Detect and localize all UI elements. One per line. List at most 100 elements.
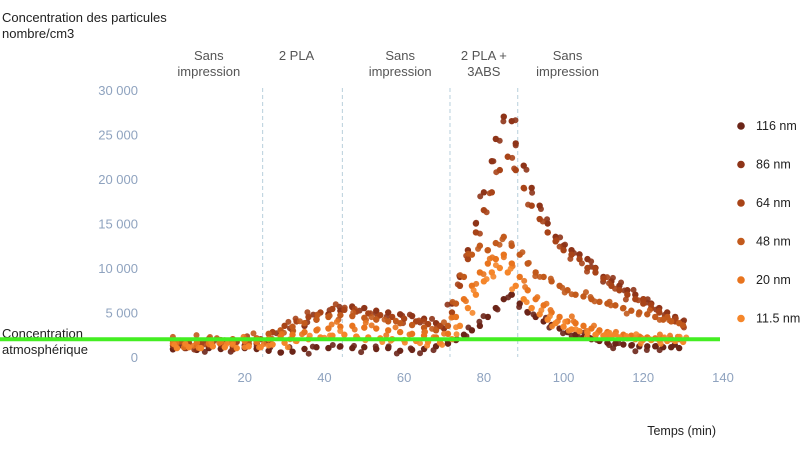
point-jitter-4-20 (406, 331, 413, 338)
point-jitter-0-45 (615, 340, 622, 347)
point-3-17 (373, 316, 380, 323)
x-axis-title: Temps (min) (647, 424, 716, 438)
x-tick-label-2: 60 (397, 370, 411, 385)
point-2-9 (281, 322, 288, 330)
point-jitter-3-2 (193, 332, 200, 339)
y-axis-title: Concentration des particules nombre/cm3 (2, 10, 167, 42)
point-jitter-5-4 (223, 340, 230, 347)
point-jitter-2-35 (544, 229, 551, 236)
point-jitter-4-11 (299, 331, 306, 338)
point-jitter-0-9 (278, 349, 285, 356)
point-jitter-1-54 (681, 317, 688, 324)
point-jitter-1-34 (523, 166, 530, 173)
point-jitter-4-14 (333, 318, 340, 325)
point-0-16 (361, 344, 368, 351)
point-2-23 (448, 309, 456, 316)
point-jitter-4-39 (570, 318, 577, 325)
point-jitter-2-20 (415, 317, 422, 324)
point-2-45 (624, 291, 631, 298)
phase-label-2-0: Sans (385, 48, 415, 63)
point-jitter-0-17 (372, 343, 379, 350)
point-jitter-2-29 (493, 169, 500, 176)
point-jitter-4-30 (500, 254, 507, 261)
point-jitter-4-24 (448, 314, 455, 321)
point-jitter-4-13 (328, 321, 335, 328)
y-axis-title-line-2: nombre/cm3 (2, 26, 75, 41)
point-jitter-5-43 (606, 329, 613, 336)
y-tick-label-5: 25 000 (98, 128, 138, 143)
point-0-10 (289, 348, 296, 355)
point-jitter-0-22 (430, 347, 437, 354)
point-jitter-3-23 (440, 319, 447, 326)
point-jitter-5-21 (424, 342, 431, 349)
point-jitter-2-42 (604, 274, 611, 281)
point-jitter-2-14 (341, 304, 348, 311)
point-jitter-5-30 (507, 265, 514, 272)
point-jitter-2-21 (421, 318, 428, 325)
point-jitter-4-17 (368, 322, 375, 329)
point-jitter-5-39 (572, 326, 579, 333)
point-jitter-1-32 (512, 117, 519, 124)
point-jitter-3-7 (250, 330, 257, 337)
point-jitter-1-24 (444, 301, 451, 308)
legend-marker-0 (737, 122, 745, 130)
point-jitter-1-31 (500, 118, 507, 125)
point-jitter-3-31 (508, 240, 515, 247)
point-jitter-0-33 (524, 308, 531, 315)
point-jitter-5-41 (592, 331, 599, 338)
point-jitter-0-31 (508, 291, 515, 298)
point-jitter-3-36 (547, 275, 554, 282)
point-jitter-0-18 (385, 343, 392, 350)
point-3-46 (628, 307, 635, 314)
point-jitter-2-49 (656, 307, 663, 314)
point-jitter-4-23 (441, 330, 448, 337)
point-jitter-3-39 (568, 291, 575, 298)
point-jitter-3-11 (296, 318, 303, 325)
point-jitter-3-44 (607, 302, 614, 309)
point-4-32 (516, 273, 523, 281)
point-jitter-3-45 (619, 305, 626, 312)
point-jitter-3-22 (429, 325, 436, 332)
point-jitter-2-37 (556, 243, 563, 250)
point-jitter-3-29 (496, 241, 503, 248)
phase-label-4-1: impression (536, 64, 599, 79)
point-jitter-1-20 (406, 311, 413, 318)
phase-label-1-0: 2 PLA (279, 48, 315, 63)
point-jitter-4-9 (278, 331, 285, 338)
point-1-48 (632, 291, 639, 298)
point-jitter-4-41 (590, 322, 597, 329)
x-tick-label-5: 120 (632, 370, 654, 385)
point-jitter-0-26 (465, 324, 472, 331)
point-jitter-3-26 (465, 250, 472, 257)
point-jitter-2-47 (640, 296, 647, 303)
point-jitter-3-18 (381, 316, 388, 323)
point-5-14 (341, 331, 348, 338)
point-jitter-0-13 (329, 341, 336, 348)
point-jitter-5-26 (470, 287, 477, 294)
point-jitter-1-36 (537, 205, 544, 212)
point-jitter-2-39 (578, 260, 585, 267)
y-tick-label-0: 0 (131, 350, 138, 365)
point-jitter-5-7 (256, 344, 263, 351)
point-jitter-5-32 (523, 299, 530, 306)
point-jitter-2-27 (483, 209, 490, 216)
point-jitter-2-28 (486, 190, 493, 197)
y-tick-label-3: 15 000 (98, 217, 138, 232)
point-jitter-4-32 (521, 277, 528, 284)
point-jitter-3-32 (519, 249, 526, 256)
point-jitter-2-51 (672, 315, 679, 322)
point-jitter-1-22 (429, 315, 436, 322)
point-4-14 (337, 323, 344, 330)
point-jitter-1-29 (490, 158, 497, 165)
point-jitter-5-35 (546, 313, 553, 320)
point-4-16 (361, 324, 368, 331)
point-2-37 (560, 247, 567, 254)
point-jitter-5-28 (490, 273, 497, 280)
point-jitter-4-12 (314, 326, 321, 333)
point-jitter-3-48 (646, 307, 653, 314)
point-jitter-3-24 (449, 298, 456, 305)
point-jitter-5-5 (229, 341, 236, 348)
point-jitter-1-30 (496, 137, 503, 144)
point-jitter-4-21 (422, 328, 429, 335)
point-0-52 (675, 344, 683, 352)
